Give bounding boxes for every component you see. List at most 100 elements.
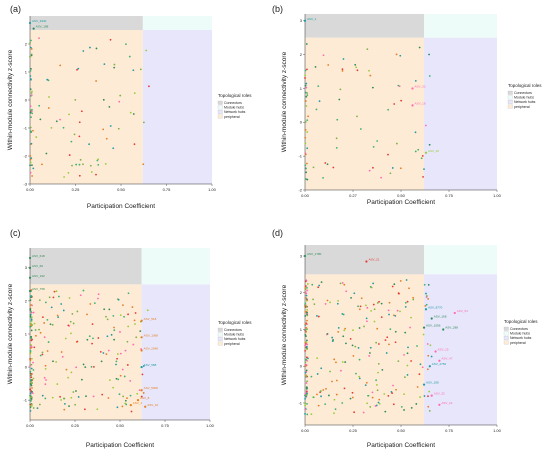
asv-point bbox=[305, 382, 308, 384]
asv-point bbox=[79, 158, 82, 161]
asv-point bbox=[29, 388, 32, 391]
asv-point bbox=[305, 294, 308, 297]
asv-point bbox=[78, 174, 81, 177]
asv-point bbox=[60, 351, 63, 353]
asv-point bbox=[70, 371, 73, 374]
asv-point bbox=[103, 308, 106, 311]
asv-point bbox=[112, 147, 115, 150]
annotated-point bbox=[28, 266, 32, 269]
asv-point bbox=[337, 326, 340, 329]
asv-point bbox=[77, 67, 80, 70]
asv-point bbox=[423, 168, 425, 171]
asv-point bbox=[364, 384, 367, 386]
asv-point bbox=[305, 43, 308, 45]
asv-point bbox=[142, 365, 145, 367]
asv-point bbox=[352, 355, 355, 357]
asv-point bbox=[305, 297, 307, 299]
asv-point bbox=[427, 354, 430, 357]
asv-point bbox=[353, 292, 356, 295]
asv-point bbox=[310, 413, 313, 416]
asv-point bbox=[30, 376, 33, 379]
asv-point bbox=[342, 58, 345, 60]
asv-point bbox=[410, 360, 413, 362]
asv-point bbox=[304, 361, 307, 364]
y-tick-label: -1 bbox=[23, 398, 27, 403]
x-tick-label: 1.00 bbox=[206, 423, 215, 428]
asv-point bbox=[373, 308, 376, 311]
asv-point bbox=[358, 375, 361, 378]
asv-point bbox=[82, 289, 85, 292]
asv-point bbox=[420, 157, 423, 160]
legend-label-peripheral: peripheral bbox=[224, 342, 240, 346]
asv-point bbox=[404, 305, 407, 308]
asv-point bbox=[29, 164, 31, 167]
asv-point bbox=[127, 325, 130, 328]
asv-point bbox=[324, 162, 327, 164]
asv-point bbox=[56, 383, 59, 385]
asv-point bbox=[306, 283, 309, 285]
asv-point bbox=[426, 343, 429, 345]
asv-point bbox=[396, 309, 399, 312]
asv-point bbox=[394, 330, 397, 333]
point-annotation: ASV_1780 bbox=[307, 252, 322, 256]
asv-point bbox=[425, 292, 427, 295]
asv-point bbox=[30, 289, 33, 291]
asv-point bbox=[430, 355, 433, 358]
asv-point bbox=[41, 163, 43, 166]
asv-point bbox=[427, 283, 430, 286]
asv-point bbox=[376, 389, 379, 392]
x-tick-label: 0.75 bbox=[445, 428, 454, 433]
asv-point bbox=[329, 370, 331, 373]
asv-point bbox=[119, 94, 122, 97]
point-annotation: ASV_54 bbox=[457, 309, 468, 313]
asv-point bbox=[90, 171, 93, 173]
asv-point bbox=[30, 48, 33, 50]
asv-point bbox=[30, 357, 33, 360]
asv-point bbox=[60, 303, 63, 305]
asv-point bbox=[366, 402, 368, 405]
annotated-point bbox=[144, 405, 147, 408]
x-tick-label: 0.50 bbox=[116, 423, 125, 428]
asv-point bbox=[358, 327, 361, 329]
asv-point bbox=[48, 296, 51, 299]
asv-point bbox=[60, 399, 63, 401]
asv-point bbox=[71, 313, 74, 315]
asv-point bbox=[91, 342, 93, 345]
asv-point bbox=[403, 409, 405, 411]
asv-point bbox=[31, 304, 33, 307]
asv-point bbox=[320, 367, 323, 370]
asv-point bbox=[304, 164, 307, 167]
asv-point bbox=[119, 374, 122, 377]
asv-point bbox=[351, 391, 354, 394]
region-network-hubs bbox=[142, 30, 212, 184]
asv-point bbox=[304, 359, 307, 361]
point-annotation: ASV_758 bbox=[32, 287, 45, 291]
asv-point bbox=[106, 335, 109, 338]
asv-point bbox=[59, 64, 62, 67]
asv-point bbox=[350, 296, 352, 299]
asv-point bbox=[397, 360, 400, 363]
asv-point bbox=[115, 360, 118, 363]
asv-point bbox=[351, 396, 354, 399]
asv-point bbox=[97, 337, 100, 339]
asv-point bbox=[46, 350, 49, 352]
asv-point bbox=[29, 130, 32, 133]
asv-point bbox=[97, 293, 100, 296]
asv-point bbox=[314, 66, 317, 68]
asv-point bbox=[29, 309, 32, 311]
legend-label-connectors: Connectors bbox=[510, 327, 528, 331]
asv-point bbox=[32, 369, 35, 371]
asv-point bbox=[55, 120, 58, 123]
legend-swatch-connectors bbox=[507, 90, 513, 95]
legend-swatch-network-hubs bbox=[217, 337, 223, 341]
asv-point bbox=[398, 85, 401, 88]
x-tick-label: 0.25 bbox=[349, 428, 358, 433]
x-tick-label: 0.50 bbox=[397, 193, 406, 198]
asv-point bbox=[358, 377, 361, 380]
asv-point bbox=[65, 368, 68, 371]
region-connectors bbox=[30, 16, 143, 30]
asv-point bbox=[102, 352, 105, 354]
asv-point bbox=[328, 394, 330, 397]
